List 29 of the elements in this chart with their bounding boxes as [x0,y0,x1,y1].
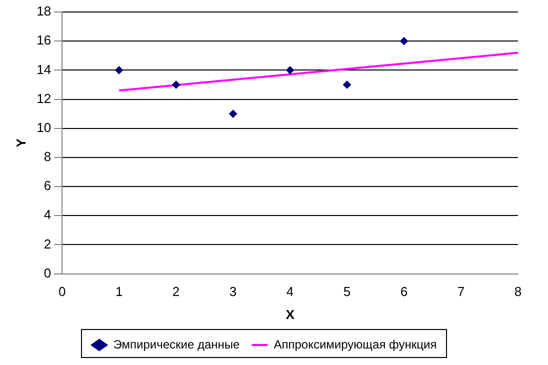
point [343,80,352,89]
y-tick-label: 14 [36,62,52,77]
x-tick-label: 0 [58,284,66,300]
x-tick-label: 8 [514,284,522,300]
legend-label: Аппроксимирующая функция [274,337,437,352]
y-tick-label: 6 [44,178,52,194]
y-tick-label: 4 [44,207,52,222]
x-tick-label: 6 [400,284,408,300]
y-tick-label: 12 [36,90,52,106]
x-tick-label: 4 [286,284,294,300]
legend-label: Эмпирические данные [113,337,240,352]
x-tick-label: 5 [343,284,351,300]
y-tick-label: 0 [44,265,52,280]
y-tick-label: 2 [44,236,52,252]
y-axis-title: Y [13,138,28,148]
point [115,66,124,74]
point [229,110,238,118]
x-tick-label: 3 [229,284,237,300]
point [400,37,408,46]
y-tick-label: 18 [36,4,52,19]
x-tick-label: 7 [457,284,465,300]
x-tick-label: 2 [172,284,180,300]
point [286,66,294,74]
point [172,80,180,89]
x-axis-title: X [286,306,295,322]
y-tick-label: 10 [36,120,52,135]
x-tick-label: 1 [115,284,123,300]
y-tick-label: 8 [44,149,52,164]
y-tick-label: 16 [36,32,52,48]
